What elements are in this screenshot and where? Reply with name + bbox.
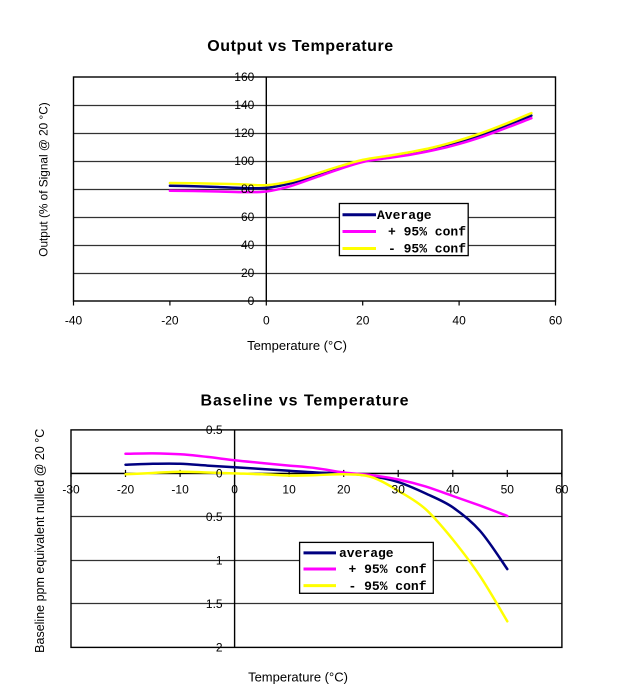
svg-text:1.5: 1.5 [206,597,223,611]
svg-text:140: 140 [234,98,254,112]
svg-text:20: 20 [337,483,351,497]
svg-text:-20: -20 [117,483,135,497]
svg-text:Baseline ppm equivalent nulled: Baseline ppm equivalent nulled @ 20 °C [33,429,47,653]
svg-text:-30: -30 [62,483,80,497]
svg-text:40: 40 [241,238,255,252]
svg-text:100: 100 [234,154,254,168]
svg-text:120: 120 [234,126,254,140]
svg-text:Temperature (°C): Temperature (°C) [248,670,348,685]
svg-text:0.5: 0.5 [206,510,223,524]
svg-text:40: 40 [452,314,466,328]
svg-text:+ 95% conf: + 95% conf [349,562,427,577]
svg-text:+ 95% conf: + 95% conf [388,225,466,240]
svg-text:60: 60 [241,210,255,224]
svg-text:10: 10 [282,483,296,497]
svg-text:60: 60 [549,314,563,328]
svg-text:Temperature (°C): Temperature (°C) [247,338,347,353]
svg-text:20: 20 [356,314,370,328]
svg-text:1: 1 [216,553,223,567]
svg-text:- 95% conf: - 95% conf [388,242,466,257]
svg-text:80: 80 [241,182,255,196]
svg-text:40: 40 [446,483,460,497]
svg-text:160: 160 [234,70,254,84]
svg-text:Baseline vs Temperature: Baseline vs Temperature [201,393,410,410]
svg-text:0: 0 [216,466,223,480]
svg-text:0: 0 [248,294,255,308]
svg-text:-20: -20 [161,314,179,328]
svg-text:30: 30 [392,483,406,497]
svg-text:60: 60 [555,483,569,497]
svg-text:- 95% conf: - 95% conf [349,579,427,594]
svg-text:20: 20 [241,266,255,280]
svg-text:-40: -40 [65,314,83,328]
svg-text:Average: Average [377,208,432,223]
svg-text:Output (% of Signal @ 20 °C): Output (% of Signal @ 20 °C) [37,102,51,256]
svg-text:Output vs Temperature: Output vs Temperature [207,38,393,55]
svg-text:50: 50 [501,483,515,497]
svg-text:2: 2 [216,640,223,654]
svg-text:0: 0 [263,314,270,328]
svg-text:0.5: 0.5 [206,423,223,437]
svg-text:average: average [339,546,394,561]
svg-text:0: 0 [231,483,238,497]
svg-text:-10: -10 [171,483,189,497]
